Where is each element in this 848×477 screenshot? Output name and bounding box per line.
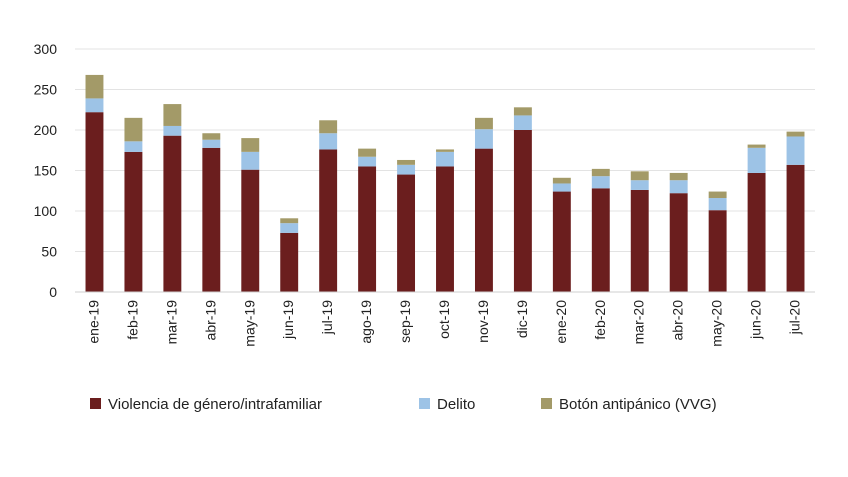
y-tick-label: 200 (34, 122, 58, 138)
x-tick-label: abr-20 (670, 300, 686, 341)
x-tick-label: jul-19 (319, 300, 335, 335)
y-tick-label: 300 (34, 41, 58, 57)
bar-segment-delito (552, 183, 571, 192)
bar-segment-delito (591, 176, 610, 189)
bar-segment-delito (358, 156, 377, 167)
bar-segment-boton (397, 159, 416, 165)
bar-segment-delito (786, 136, 805, 165)
bar-segment-boton (85, 74, 104, 99)
bar-segment-boton (708, 191, 727, 199)
bar-segment-violencia (436, 166, 454, 292)
y-tick-label: 250 (34, 82, 58, 98)
bar-segment-delito (708, 198, 727, 211)
legend-label: Delito (437, 396, 475, 413)
y-tick-label: 100 (34, 203, 58, 219)
legend-swatch (90, 398, 101, 409)
bar-segment-boton (669, 172, 688, 181)
x-tick-label: may-20 (709, 300, 725, 347)
bar-segment-boton (552, 177, 571, 184)
y-axis-ticks: 0 50 100 150 200 250 300 (34, 41, 58, 300)
bar-segment-violencia (630, 189, 649, 292)
bar-segment-violencia (124, 151, 143, 292)
bar-segment-boton (747, 144, 766, 148)
bar-segment-violencia (591, 188, 610, 292)
bar-segment-delito (436, 151, 454, 167)
x-tick-label: ene-20 (553, 300, 569, 344)
y-tick-label: 0 (49, 284, 57, 300)
bar-segment-boton (513, 107, 532, 116)
x-tick-label: abr-19 (202, 300, 218, 341)
bar-segment-violencia (397, 174, 416, 292)
bar-segment-boton (163, 104, 182, 126)
x-tick-label: mar-20 (631, 300, 647, 345)
x-tick-label: mar-19 (163, 300, 179, 345)
bar-segment-delito (85, 98, 104, 113)
bar-segment-delito (747, 147, 766, 173)
bar-segment-boton (202, 133, 221, 140)
legend-swatch (419, 398, 430, 409)
bar-segment-violencia (474, 148, 493, 292)
legend-swatch (541, 398, 552, 409)
bar-segment-violencia (85, 112, 104, 293)
bar-segment-delito (163, 125, 182, 136)
x-tick-label: oct-19 (436, 300, 452, 339)
bar-segment-violencia (708, 210, 727, 292)
bar-segment-violencia (552, 191, 571, 292)
bar-segment-delito (202, 139, 221, 148)
x-tick-label: ago-19 (358, 300, 374, 344)
bar-segment-delito (669, 180, 688, 194)
bar-segment-boton (241, 138, 260, 152)
x-tick-label: sep-19 (397, 300, 413, 343)
bar-segment-boton (474, 117, 493, 130)
bar-segment-delito (241, 151, 260, 170)
bar-segment-violencia (786, 164, 805, 292)
bar-segment-boton (630, 171, 649, 181)
bar-segment-violencia (358, 166, 377, 292)
bar-segment-delito (397, 164, 416, 175)
x-axis-ticks: ene-19 feb-19 mar-19 abr-19 may-19 jun-19 jul-… (85, 300, 802, 347)
bar-segment-boton (786, 131, 805, 137)
bar-segment-violencia (163, 135, 182, 292)
bar-segment-violencia (747, 172, 766, 292)
x-tick-label: may-19 (241, 300, 257, 347)
bar-segment-violencia (513, 130, 532, 292)
bar-segment-violencia (241, 169, 260, 292)
bar-segment-violencia (319, 149, 338, 292)
x-tick-label: ene-19 (85, 300, 101, 344)
bar-segment-boton (358, 148, 377, 157)
bar-segment-violencia (669, 193, 688, 292)
legend-label: Violencia de género/intrafamiliar (108, 396, 322, 413)
x-tick-label: jul-20 (787, 300, 803, 335)
bar-segment-violencia (202, 147, 221, 292)
bar-segment-delito (319, 133, 338, 150)
y-tick-label: 150 (34, 163, 58, 179)
x-tick-label: feb-19 (124, 300, 140, 340)
legend: Violencia de género/intrafamiliar Delito B… (90, 396, 717, 413)
legend-label: Botón antipánico (VVG) (559, 396, 717, 413)
bar-segment-delito (124, 141, 143, 152)
bar-segment-boton (280, 218, 299, 224)
bar-segment-delito (513, 115, 532, 130)
x-tick-label: jun-19 (280, 300, 296, 340)
bar-segment-delito (474, 129, 493, 149)
bar-segment-delito (280, 223, 299, 233)
y-tick-label: 50 (41, 244, 57, 260)
x-tick-label: feb-20 (592, 300, 608, 340)
bar-segment-boton (591, 168, 610, 177)
x-tick-label: jun-20 (748, 300, 764, 340)
bar-segment-boton (436, 149, 454, 152)
bar-segment-boton (124, 117, 143, 142)
bar-segment-boton (319, 120, 338, 134)
bar-segment-violencia (280, 232, 299, 292)
x-tick-label: dic-19 (514, 300, 530, 338)
x-tick-label: nov-19 (475, 300, 491, 343)
bar-segment-delito (630, 180, 649, 190)
bars (85, 74, 805, 293)
